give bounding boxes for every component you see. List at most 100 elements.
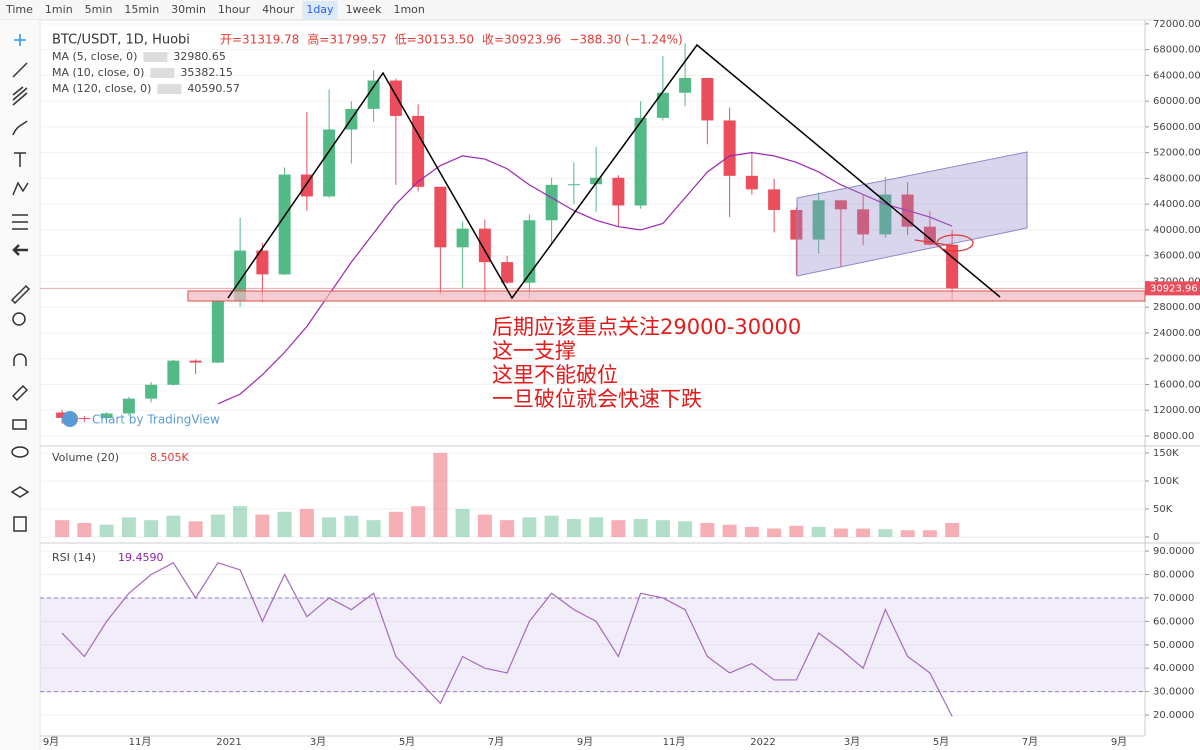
magnet-tool[interactable] (13, 353, 27, 366)
candle-body (78, 417, 91, 419)
fib-tool[interactable] (12, 86, 28, 106)
last-price-label: 30923.96 (1150, 283, 1198, 294)
timeframe-button[interactable]: 1mon (393, 3, 424, 16)
watermark: Chart by TradingView (92, 413, 220, 427)
last-price-box (1145, 281, 1200, 296)
timeframe-button[interactable]: 30min (171, 3, 206, 16)
volume-bar (700, 522, 715, 537)
y-tick-label: 52000.00 (1153, 148, 1200, 159)
candle-body (768, 189, 781, 210)
indicator-name: MA (10, close, 0) (52, 66, 144, 79)
volume-bar (878, 529, 893, 537)
timeframe-button[interactable]: 1week (346, 3, 383, 16)
indicator-value: 35382.15 (180, 66, 233, 79)
candle-body (812, 200, 825, 240)
crosshair-tool[interactable] (14, 34, 26, 46)
timeframe-button[interactable]: 15min (124, 3, 159, 16)
volume-bar (299, 508, 314, 537)
brush-tool[interactable] (12, 120, 28, 136)
y-tick-label: 150K (1153, 448, 1179, 459)
indicator-controls (150, 68, 175, 78)
volume-bar (678, 521, 693, 537)
timeframe-button[interactable]: 1day (306, 3, 334, 16)
y-tick-label: 28000.00 (1153, 302, 1200, 313)
y-tick-label: 60000.00 (1153, 96, 1200, 107)
y-tick-label: 16000.00 (1153, 379, 1200, 390)
lock-drawing-tool[interactable] (11, 384, 29, 402)
x-tick-label: 9月 (43, 736, 59, 748)
timeframe-button[interactable]: 1min (45, 3, 73, 16)
candle-body (278, 174, 291, 275)
indicator-value: 40590.57 (187, 82, 240, 95)
indicator-controls (157, 84, 182, 94)
timeframe-button[interactable]: 5min (85, 3, 113, 16)
y-tick-label: 50.0000 (1153, 640, 1194, 651)
candle-body (701, 77, 714, 121)
candle-body (656, 92, 669, 118)
volume-bar (522, 517, 537, 537)
x-tick-label: 2022 (750, 737, 775, 748)
candle-body (211, 301, 224, 363)
text-tool[interactable] (14, 152, 26, 167)
eye-tool[interactable] (11, 446, 29, 458)
volume-bar (500, 520, 515, 537)
volume-bar (188, 521, 203, 537)
forecast-tool[interactable] (12, 214, 28, 230)
x-tick-label: 3月 (844, 736, 860, 748)
volume-bar (900, 530, 915, 537)
volume-bar (388, 511, 403, 537)
volume-bar (833, 528, 848, 537)
volume-title: Volume (20) (52, 451, 119, 464)
lock-tool[interactable] (12, 419, 27, 430)
volume-bar (611, 520, 626, 537)
drawings: 后期应该重点关注29000-30000 这一支撑 这里不能破位 一旦破位就会快速… (52, 32, 1146, 564)
candle-body (122, 398, 135, 414)
volume-bar (767, 528, 782, 537)
y-tick-label: 60.0000 (1153, 616, 1194, 627)
drawing-tools[interactable] (10, 34, 31, 532)
candle-body (189, 360, 202, 363)
x-tick-label: 7月 (1022, 736, 1038, 748)
volume-bar (544, 515, 559, 537)
trash-tool[interactable] (13, 516, 27, 532)
y-tick-label: 72000.00 (1153, 19, 1200, 30)
pattern-tool[interactable] (12, 181, 29, 196)
volume-bar (744, 526, 759, 537)
volume-bar (233, 506, 248, 537)
x-tick-label: 11月 (129, 736, 152, 748)
annotation-line: 这里不能破位 (492, 363, 618, 387)
back-tool[interactable] (12, 244, 28, 256)
x-tick-label: 5月 (933, 736, 949, 748)
candle-body (367, 80, 380, 109)
x-tick-label: 9月 (577, 736, 593, 748)
highlight-stroke (914, 239, 956, 247)
candle-body (434, 186, 447, 248)
y-tick-label: 36000.00 (1153, 251, 1200, 262)
y-tick-label: 90.0000 (1153, 546, 1194, 557)
candle-body (389, 80, 402, 116)
x-tick-label: 11月 (663, 736, 686, 748)
volume-bar (255, 514, 270, 537)
line-tool[interactable] (12, 62, 28, 78)
y-tick-label: 44000.00 (1153, 199, 1200, 210)
volume-bar (589, 517, 604, 537)
watermark-logo (62, 411, 78, 427)
candle-body (478, 228, 491, 263)
volume-bar (633, 519, 648, 537)
candle-body (745, 175, 758, 190)
measure-tool[interactable] (10, 284, 31, 305)
volume-bar (433, 452, 448, 537)
rsi-value: 19.4590 (118, 551, 164, 564)
timeframe-button[interactable]: 4hour (262, 3, 295, 16)
rsi-band (40, 597, 1145, 692)
candle-body (612, 177, 625, 206)
x-tick-label: 5月 (399, 736, 415, 748)
candle-body (723, 120, 736, 176)
support-zone (187, 290, 1146, 302)
zoom-tool[interactable] (12, 312, 26, 326)
timeframe-button[interactable]: 1hour (218, 3, 251, 16)
volume-bar (277, 511, 292, 537)
ohlc-value: 高=31799.57 (307, 32, 386, 47)
annotation-line: 一旦破位就会快速下跌 (492, 387, 702, 411)
layers-tool[interactable] (10, 486, 30, 498)
